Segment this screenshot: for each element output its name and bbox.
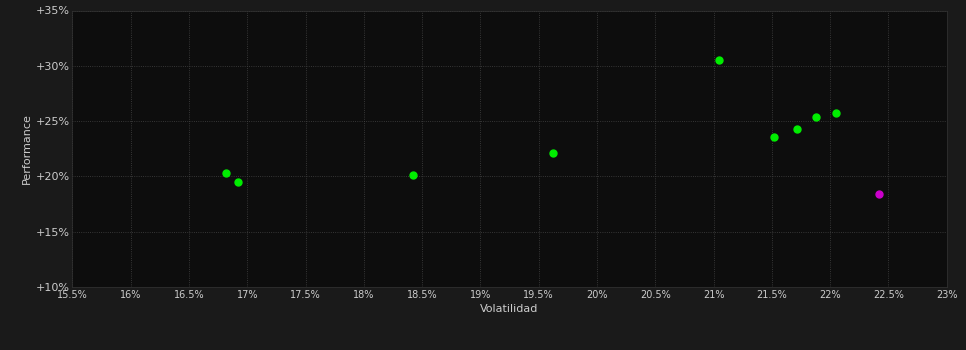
Point (218, 170, 234, 176)
Point (871, 191, 887, 197)
Point (712, 57, 727, 63)
Point (828, 111, 843, 116)
Y-axis label: Performance: Performance (21, 113, 31, 184)
X-axis label: Volatilidad: Volatilidad (480, 304, 539, 314)
Point (809, 114, 824, 120)
Point (405, 172, 420, 177)
Point (545, 150, 560, 156)
Point (790, 126, 806, 132)
Point (766, 134, 781, 140)
Point (230, 179, 245, 185)
